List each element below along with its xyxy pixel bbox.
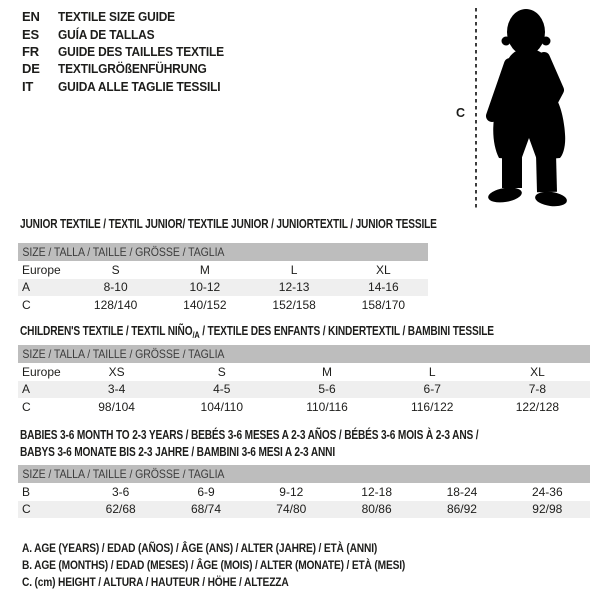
footnote-line: A. AGE (YEARS) / EDAD (AÑOS) / ÂGE (ANS)… xyxy=(22,540,378,555)
size-cell: 18-24 xyxy=(446,484,478,499)
size-cell: 68/74 xyxy=(190,502,221,517)
children-title-sub: /A xyxy=(192,329,200,341)
babies-title-line2: BABYS 3-6 MONATE BIS 2-3 JAHRE / BAMBINI… xyxy=(20,443,335,459)
language-label: GUIDA ALLE TAGLIE TESSILI xyxy=(58,78,221,94)
table-row: Europe S M L XL xyxy=(18,261,428,279)
size-cell: 80/86 xyxy=(361,502,392,517)
size-cell: 6-7 xyxy=(423,382,441,397)
size-cell: XL xyxy=(530,364,545,379)
size-cell: 116/122 xyxy=(410,399,454,414)
size-cell: M xyxy=(322,364,332,379)
size-cell: 98/104 xyxy=(98,399,135,414)
language-row: ES GUÍA DE TALLAS xyxy=(22,25,238,42)
language-guide: EN TEXTILE SIZE GUIDE ES GUÍA DE TALLAS … xyxy=(22,8,238,95)
size-cell: 4-5 xyxy=(213,382,231,397)
children-table-title: CHILDREN'S TEXTILE / TEXTIL NIÑO/A / TEX… xyxy=(20,323,494,341)
language-code: DE xyxy=(22,61,40,77)
size-cell: L xyxy=(290,262,298,277)
size-table-babies: SIZE / TALLA / TAILLE / GRÖSSE / TAGLIA … xyxy=(18,465,590,518)
table-row: C 128/140 140/152 152/158 158/170 xyxy=(18,296,428,314)
row-label-cell: Europe xyxy=(22,364,61,379)
size-cell: 24-36 xyxy=(531,484,563,499)
babies-table-title: BABIES 3-6 MONTH TO 2-3 YEARS / BEBÉS 3-… xyxy=(20,427,479,460)
size-header-label: SIZE / TALLA / TAILLE / GRÖSSE / TAGLIA xyxy=(22,467,225,481)
table-row: B 3-6 6-9 9-12 12-18 18-24 24-36 xyxy=(18,483,590,501)
table-row: Europe XS S M L XL xyxy=(18,363,590,381)
size-cell: 8-10 xyxy=(103,280,128,295)
table-row: A 3-4 4-5 5-6 6-7 7-8 xyxy=(18,380,590,398)
row-label-cell: A xyxy=(22,382,31,397)
table-row: C 62/68 68/74 74/80 80/86 86/92 92/98 xyxy=(18,500,590,518)
size-cell: 10-12 xyxy=(189,280,221,295)
language-code: IT xyxy=(22,78,34,94)
size-cell: 140/152 xyxy=(183,297,227,312)
height-dashed-line xyxy=(475,8,477,210)
row-label-cell: C xyxy=(22,399,31,414)
children-title-post: / TEXTILE DES ENFANTS / KINDERTEXTIL / B… xyxy=(199,323,494,338)
size-header-label: SIZE / TALLA / TAILLE / GRÖSSE / TAGLIA xyxy=(22,245,225,259)
language-row: FR GUIDE DES TAILLES TEXTILE xyxy=(22,43,238,60)
size-cell: 62/68 xyxy=(105,502,136,517)
row-label-cell: A xyxy=(22,280,31,295)
size-cell: L xyxy=(428,364,436,379)
size-cell: S xyxy=(217,364,226,379)
size-cell: 3-6 xyxy=(111,484,130,499)
size-cell: 74/80 xyxy=(276,502,307,517)
language-label: GUIDE DES TAILLES TEXTILE xyxy=(58,43,224,59)
size-table-children: SIZE / TALLA / TAILLE / GRÖSSE / TAGLIA … xyxy=(18,345,590,416)
size-cell: XL xyxy=(376,262,391,277)
row-label-cell: Europe xyxy=(22,262,61,277)
size-cell: 158/170 xyxy=(361,297,406,312)
size-header-bar: SIZE / TALLA / TAILLE / GRÖSSE / TAGLIA xyxy=(18,243,428,261)
size-cell: S xyxy=(111,262,120,277)
footnotes: A. AGE (YEARS) / EDAD (AÑOS) / ÂGE (ANS)… xyxy=(22,539,473,591)
language-code: ES xyxy=(22,26,39,42)
language-code: EN xyxy=(22,9,40,25)
size-cell: 3-4 xyxy=(107,382,126,397)
size-cell: 14-16 xyxy=(368,280,399,295)
size-header-bar: SIZE / TALLA / TAILLE / GRÖSSE / TAGLIA xyxy=(18,465,590,483)
size-header-bar: SIZE / TALLA / TAILLE / GRÖSSE / TAGLIA xyxy=(18,345,590,363)
toddler-silhouette xyxy=(486,9,567,207)
size-header-label: SIZE / TALLA / TAILLE / GRÖSSE / TAGLIA xyxy=(22,347,225,361)
size-cell: 9-12 xyxy=(279,484,304,499)
size-cell: 7-8 xyxy=(528,382,547,397)
language-row: DE TEXTILGRÖßENFÜHRUNG xyxy=(22,60,238,77)
junior-table-title: JUNIOR TEXTILE / TEXTIL JUNIOR/ TEXTILE … xyxy=(20,216,437,231)
row-label-cell: C xyxy=(22,297,31,312)
size-cell: 5-6 xyxy=(318,382,336,397)
size-cell: 12-18 xyxy=(361,484,392,499)
size-cell: 152/158 xyxy=(272,297,316,312)
size-cell: M xyxy=(199,262,210,277)
language-row: IT GUIDA ALLE TAGLIE TESSILI xyxy=(22,78,238,95)
children-title-pre: CHILDREN'S TEXTILE / TEXTIL NIÑO xyxy=(20,323,193,338)
size-cell: 92/98 xyxy=(532,502,563,517)
size-cell: 104/110 xyxy=(200,399,244,414)
size-cell: 128/140 xyxy=(93,297,138,312)
language-label: TEXTILGRÖßENFÜHRUNG xyxy=(58,61,207,77)
size-cell: 110/116 xyxy=(306,399,348,414)
size-cell: 6-9 xyxy=(197,484,215,499)
language-code: FR xyxy=(22,43,39,59)
table-row: C 98/104 104/110 110/116 116/122 122/128 xyxy=(18,398,590,416)
size-cell: 122/128 xyxy=(515,399,560,414)
language-label: GUÍA DE TALLAS xyxy=(58,26,155,42)
footnote-line: B. AGE (MONTHS) / EDAD (MESES) / ÂGE (MO… xyxy=(22,557,406,572)
size-cell: 86/92 xyxy=(446,502,477,517)
footnote-line: C. (cm) HEIGHT / ALTURA / HAUTEUR / HÖHE… xyxy=(22,574,289,589)
language-label: TEXTILE SIZE GUIDE xyxy=(58,9,175,25)
row-label-cell: C xyxy=(22,502,31,517)
table-row: A 8-10 10-12 12-13 14-16 xyxy=(18,278,428,296)
size-table-junior: SIZE / TALLA / TAILLE / GRÖSSE / TAGLIA … xyxy=(18,243,428,314)
measure-label-c: C xyxy=(456,106,466,120)
size-cell: 12-13 xyxy=(278,280,310,295)
junior-table-title-text: JUNIOR TEXTILE / TEXTIL JUNIOR/ TEXTILE … xyxy=(20,216,437,231)
row-label-cell: B xyxy=(22,484,31,499)
babies-title-line1: BABIES 3-6 MONTH TO 2-3 YEARS / BEBÉS 3-… xyxy=(20,427,479,442)
size-cell: XS xyxy=(108,364,125,379)
language-row: EN TEXTILE SIZE GUIDE xyxy=(22,8,238,25)
